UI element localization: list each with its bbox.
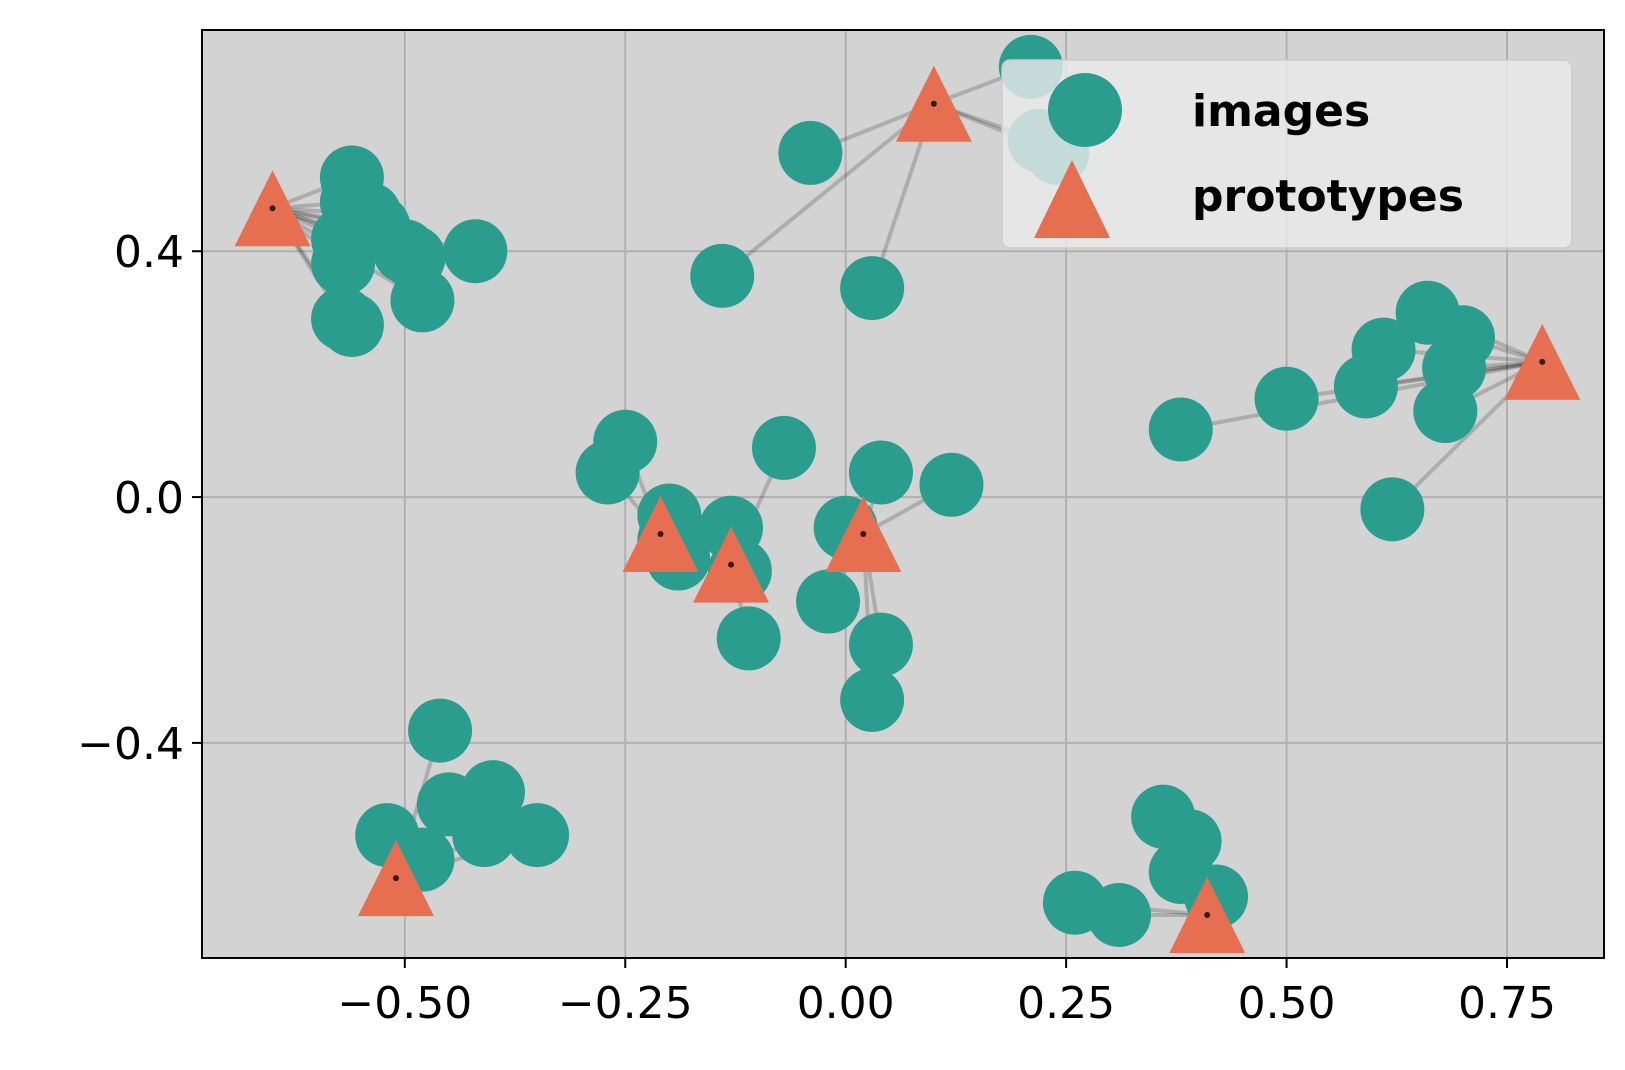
x-tick-label: 0.25 xyxy=(1017,978,1115,1029)
plot-frame xyxy=(201,29,1605,959)
image-point xyxy=(575,440,640,505)
prototype-center xyxy=(1539,358,1546,365)
x-tick-label: 0.75 xyxy=(1458,978,1556,1029)
image-point xyxy=(919,452,984,517)
prototype-center xyxy=(860,530,867,537)
image-point xyxy=(319,292,384,357)
image-point xyxy=(716,606,781,671)
prototype-center xyxy=(930,100,937,107)
image-point xyxy=(1360,477,1425,542)
prototype-centers xyxy=(269,100,1546,918)
image-point xyxy=(452,803,517,868)
y-axis-ticks: −0.4 0.0 0.4 xyxy=(77,227,202,770)
image-point xyxy=(1148,397,1213,462)
image-point xyxy=(848,440,913,505)
y-tick-label: 0.4 xyxy=(114,227,184,278)
x-tick-label: 0.00 xyxy=(797,978,895,1029)
image-point xyxy=(848,612,913,677)
image-point xyxy=(311,231,376,296)
x-tick-label: −0.25 xyxy=(558,978,693,1029)
image-point xyxy=(1254,366,1319,431)
x-tick-label: −0.50 xyxy=(337,978,472,1029)
image-point xyxy=(840,667,905,732)
image-point xyxy=(443,219,508,284)
image-point xyxy=(1087,882,1152,947)
prototype-link xyxy=(720,102,936,278)
prototype-center xyxy=(1204,911,1211,918)
x-tick-label: 0.50 xyxy=(1238,978,1336,1029)
image-point xyxy=(690,243,755,308)
legend-prototypes-marker xyxy=(1034,160,1110,238)
prototype-center xyxy=(392,875,399,882)
image-point xyxy=(1351,317,1416,382)
legend: images prototypes xyxy=(1001,59,1573,249)
legend-box xyxy=(1001,59,1573,249)
prototype-center xyxy=(269,205,276,212)
image-point xyxy=(778,120,843,185)
image-point xyxy=(796,569,861,634)
x-axis-ticks: −0.50 −0.25 0.00 0.25 0.50 0.75 xyxy=(337,958,1556,1029)
prototype-center xyxy=(728,561,735,568)
legend-images-label: images xyxy=(1192,86,1370,137)
image-point xyxy=(390,268,455,333)
legend-images-marker xyxy=(1048,73,1122,147)
image-point xyxy=(1413,379,1478,444)
legend-prototypes-label: prototypes xyxy=(1192,171,1464,222)
y-tick-label: −0.4 xyxy=(77,719,184,770)
image-point xyxy=(408,698,473,763)
prototype-center xyxy=(657,530,664,537)
prototype-link xyxy=(1286,359,1543,401)
image-point xyxy=(505,803,570,868)
y-tick-label: 0.0 xyxy=(114,473,184,524)
image-point xyxy=(751,415,816,480)
image-point xyxy=(840,256,905,321)
